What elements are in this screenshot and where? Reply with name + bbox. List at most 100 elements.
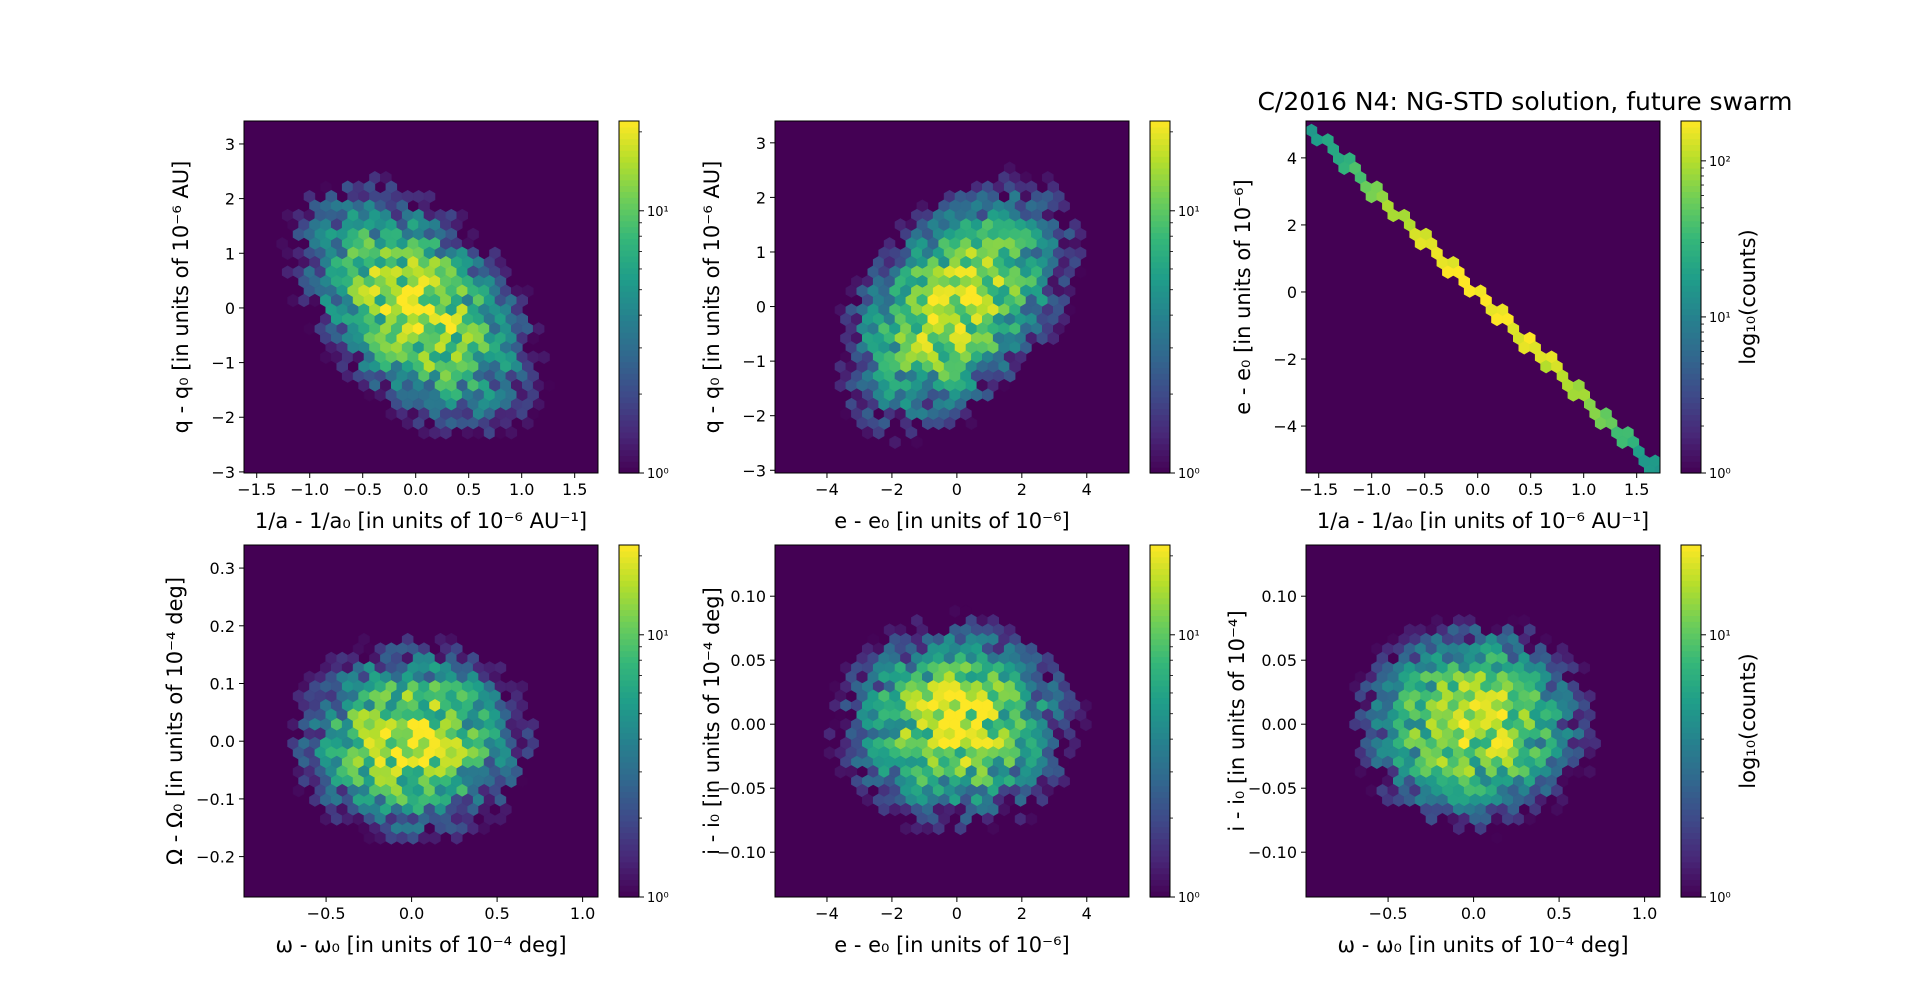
y-tick-label: −0.10: [1248, 843, 1297, 862]
colorbar-segment: [1150, 126, 1170, 134]
colorbar-segment: [619, 279, 639, 286]
colorbar-segment: [1150, 820, 1170, 828]
colorbar-segment: [1681, 396, 1701, 404]
colorbar-segment: [1150, 679, 1170, 687]
colorbar-segment: [619, 726, 639, 734]
colorbar-segment: [619, 426, 639, 433]
hexbin-cell: [1491, 831, 1503, 845]
colorbar-segment: [619, 621, 639, 628]
colorbar-segment: [619, 633, 639, 640]
hexbin-cell: [1491, 312, 1503, 327]
colorbar-segment: [619, 232, 639, 239]
colorbar-segment: [1150, 121, 1170, 128]
colorbar-segment: [619, 715, 639, 722]
colorbar-segment: [1150, 703, 1170, 710]
colorbar-segment: [1150, 273, 1170, 280]
x-axis-label: 1/a - 1/a₀ [in units of 10⁻⁶ AU⁻¹]: [1317, 509, 1649, 533]
colorbar-segment: [619, 656, 639, 663]
colorbar-segment: [619, 402, 639, 410]
colorbar-segment: [1150, 767, 1170, 775]
colorbar-segment: [1150, 138, 1170, 146]
colorbar-segment: [1150, 302, 1170, 310]
colorbar-tick-label: 10⁰: [647, 891, 669, 906]
colorbar-segment: [619, 791, 639, 798]
colorbar-segment: [1150, 232, 1170, 239]
colorbar-segment: [1681, 586, 1701, 593]
hexbin-cell: [998, 802, 1010, 817]
colorbar-segment: [1150, 709, 1170, 716]
colorbar-tick-label: 10¹: [647, 205, 669, 220]
colorbar-segment: [1150, 644, 1170, 652]
colorbar-segment: [619, 255, 639, 263]
hexbin-cell: [1584, 765, 1596, 779]
colorbar-segment: [619, 338, 639, 345]
x-tick-label: −1.0: [290, 480, 329, 499]
colorbar-segment: [1681, 173, 1701, 181]
colorbar-segment: [1150, 156, 1170, 163]
hexbin-cell: [1578, 661, 1590, 675]
colorbar-segment: [619, 556, 639, 564]
x-tick-label: 0.5: [456, 480, 481, 499]
colorbar-segment: [1150, 891, 1170, 898]
colorbar-segment: [619, 550, 639, 558]
colorbar-segment: [1681, 545, 1701, 552]
colorbar-segment: [1150, 214, 1170, 222]
hexbin-cell: [1365, 189, 1378, 204]
x-tick-label: −0.5: [343, 480, 382, 499]
colorbar-segment: [619, 850, 639, 857]
colorbar-segment: [1150, 349, 1170, 357]
colorbar-segment: [1681, 385, 1701, 392]
hexbin-cell: [949, 604, 961, 618]
colorbar-segment: [1681, 461, 1701, 468]
hexbin-cell: [987, 821, 1000, 836]
hexbin-cell: [1453, 821, 1465, 836]
colorbar-segment: [619, 797, 639, 804]
colorbar-tick-label: 10¹: [647, 629, 669, 644]
colorbar-segment: [1681, 367, 1701, 374]
colorbar-segment: [1681, 144, 1701, 151]
hexbin-cells: [287, 632, 539, 845]
colorbar-segment: [1150, 850, 1170, 857]
colorbar-segment: [1681, 685, 1701, 693]
colorbar-segment: [1681, 603, 1701, 611]
colorbar-segment: [619, 838, 639, 845]
colorbar-segment: [1150, 803, 1170, 810]
colorbar-segment: [1150, 738, 1170, 746]
colorbar-segment: [1150, 461, 1170, 468]
colorbar-segment: [1681, 668, 1701, 675]
hexbin-cell: [889, 435, 901, 449]
colorbar-segment: [619, 297, 639, 304]
y-tick-label: −0.10: [717, 843, 766, 862]
colorbar-segment: [1150, 220, 1170, 228]
colorbar-segment: [619, 349, 639, 357]
x-tick-label: 0.0: [1461, 904, 1486, 923]
colorbar-segment: [1681, 185, 1701, 192]
colorbar-segment: [619, 126, 639, 134]
colorbar-segment: [1150, 150, 1170, 157]
colorbar-segment: [1150, 668, 1170, 675]
y-tick-label: 0.10: [1261, 587, 1297, 606]
y-tick-label: 0.05: [1261, 651, 1297, 670]
colorbar-segment: [1150, 338, 1170, 345]
colorbar-segment: [1150, 361, 1170, 368]
colorbar-segment: [1681, 550, 1701, 558]
hexbin-cell: [1387, 208, 1400, 223]
hexbin-cell: [1403, 793, 1416, 807]
colorbar-segment: [619, 568, 639, 575]
colorbar-segment: [619, 832, 639, 839]
colorbar-segment: [1681, 220, 1701, 228]
colorbar-segment: [1150, 238, 1170, 245]
colorbar-segment: [1681, 449, 1701, 456]
hexbin-cell: [330, 812, 343, 826]
colorbar-segment: [1150, 779, 1170, 787]
colorbar-segment: [619, 138, 639, 146]
colorbar-segment: [619, 762, 639, 769]
colorbar-segment: [1150, 791, 1170, 798]
colorbar-tick-label: 10⁰: [1178, 467, 1200, 482]
colorbar-segment: [1681, 138, 1701, 146]
colorbar-segment: [619, 185, 639, 192]
colorbar-segment: [619, 214, 639, 222]
colorbar-segment: [1681, 867, 1701, 875]
y-tick-label: −4: [1273, 417, 1297, 436]
colorbar-segment: [619, 220, 639, 228]
